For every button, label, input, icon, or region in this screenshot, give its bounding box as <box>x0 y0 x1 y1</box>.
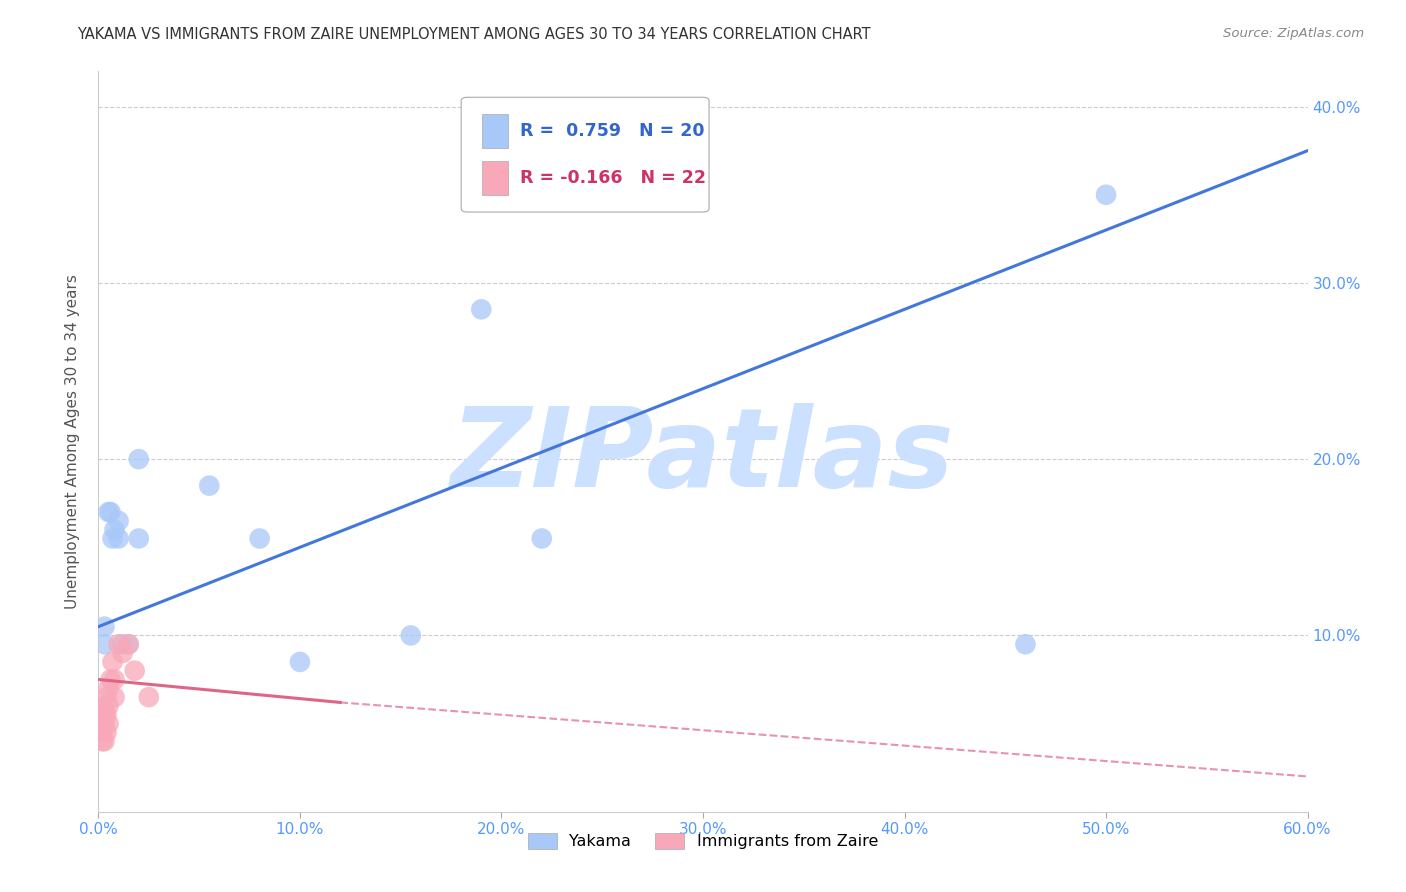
Point <box>128 532 150 546</box>
Point <box>93 707 115 722</box>
Point <box>101 655 124 669</box>
Point <box>124 664 146 678</box>
Text: R = -0.166   N = 22: R = -0.166 N = 22 <box>520 169 706 187</box>
Point <box>91 734 114 748</box>
FancyBboxPatch shape <box>482 114 509 148</box>
Point <box>100 505 122 519</box>
Point <box>103 523 125 537</box>
Point <box>93 637 115 651</box>
Point <box>97 698 120 713</box>
FancyBboxPatch shape <box>461 97 709 212</box>
Y-axis label: Unemployment Among Ages 30 to 34 years: Unemployment Among Ages 30 to 34 years <box>65 274 80 609</box>
Point <box>249 532 271 546</box>
Point <box>138 690 160 705</box>
Point <box>118 637 141 651</box>
Point <box>107 532 129 546</box>
Text: YAKAMA VS IMMIGRANTS FROM ZAIRE UNEMPLOYMENT AMONG AGES 30 TO 34 YEARS CORRELATI: YAKAMA VS IMMIGRANTS FROM ZAIRE UNEMPLOY… <box>77 27 870 42</box>
Point <box>399 628 422 642</box>
Point <box>288 655 311 669</box>
Point <box>111 646 134 660</box>
Point <box>96 707 118 722</box>
Point <box>118 637 141 651</box>
Point <box>93 619 115 633</box>
FancyBboxPatch shape <box>482 161 509 195</box>
Point <box>100 673 122 687</box>
Text: ZIPatlas: ZIPatlas <box>451 403 955 510</box>
Point <box>91 725 114 739</box>
Point <box>103 673 125 687</box>
Point <box>96 690 118 705</box>
Point <box>93 734 115 748</box>
Point <box>470 302 492 317</box>
Point <box>1014 637 1036 651</box>
Point <box>93 716 115 731</box>
Point <box>1095 187 1118 202</box>
Point <box>97 681 120 696</box>
Text: Source: ZipAtlas.com: Source: ZipAtlas.com <box>1223 27 1364 40</box>
Point <box>97 505 120 519</box>
Text: R =  0.759   N = 20: R = 0.759 N = 20 <box>520 122 704 140</box>
Point <box>107 514 129 528</box>
Point <box>103 690 125 705</box>
Point <box>91 716 114 731</box>
Point <box>107 637 129 651</box>
Point <box>96 725 118 739</box>
Point <box>128 452 150 467</box>
Point <box>198 478 221 492</box>
Point <box>97 716 120 731</box>
Legend: Yakama, Immigrants from Zaire: Yakama, Immigrants from Zaire <box>522 826 884 855</box>
Point <box>530 532 553 546</box>
Point <box>111 637 134 651</box>
Point <box>93 698 115 713</box>
Point <box>101 532 124 546</box>
